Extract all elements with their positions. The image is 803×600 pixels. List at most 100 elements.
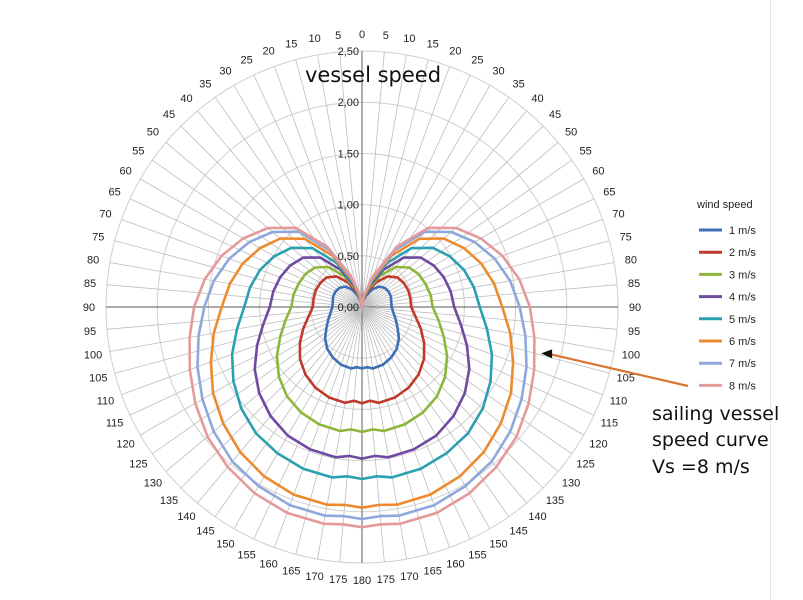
- grid-spoke: [361, 59, 429, 308]
- grid-spoke: [361, 306, 603, 395]
- radial-tick-label: 0,50: [338, 251, 359, 263]
- angle-tick-label: 135: [546, 495, 564, 507]
- grid-spoke: [361, 142, 559, 308]
- grid-spoke: [361, 306, 471, 540]
- angle-tick-label: 75: [92, 231, 104, 243]
- angle-tick-label: 45: [549, 109, 561, 121]
- angle-tick-label: 125: [129, 459, 147, 471]
- angle-tick-label: 60: [592, 166, 604, 178]
- legend: wind speed 1 m/s 2 m/s 3 m/s 4 m/s 5 m/s 6 m/…: [696, 199, 756, 392]
- grid-spoke: [214, 306, 363, 517]
- legend-label-7-m-s: 7 m/s: [729, 358, 756, 370]
- grid-spoke: [165, 306, 363, 472]
- grid-spoke: [361, 306, 429, 555]
- angle-tick-label: 60: [119, 166, 131, 178]
- angle-tick-label: 130: [562, 478, 580, 490]
- angle-tick-label: 55: [579, 145, 591, 157]
- angle-tick-label: 135: [160, 495, 178, 507]
- grid-spoke: [253, 306, 363, 540]
- series-line-2-m-s: [298, 275, 426, 405]
- angle-tick-label: 40: [180, 93, 192, 105]
- grid-spoke: [361, 306, 559, 472]
- angle-tick-label: 140: [528, 511, 546, 523]
- series-line-5-m-s: [230, 246, 494, 481]
- grid-spoke: [361, 284, 618, 308]
- angle-tick-label: 80: [625, 255, 637, 267]
- angle-tick-label: 180: [353, 575, 371, 587]
- grid-spoke: [361, 306, 618, 330]
- angle-tick-label: 65: [108, 187, 120, 199]
- right-frame-line: [770, 0, 771, 600]
- angle-tick-label: 75: [620, 231, 632, 243]
- annotation-arrow-line: [550, 353, 689, 388]
- grid-spoke: [361, 306, 385, 563]
- angle-tick-label: 5: [335, 30, 341, 42]
- angle-tick-label: 160: [446, 559, 464, 571]
- angle-tick-label: 50: [565, 127, 577, 139]
- angle-tick-label: 30: [219, 66, 231, 78]
- grid-spoke: [180, 306, 363, 489]
- grid-spoke: [295, 59, 363, 308]
- angle-tick-label: 105: [89, 373, 107, 385]
- grid-spoke: [361, 178, 584, 308]
- angle-tick-label: 130: [144, 478, 162, 490]
- legend-label-8-m-s: 8 m/s: [729, 380, 756, 392]
- legend-label-3-m-s: 3 m/s: [729, 269, 756, 281]
- angle-tick-label: 155: [237, 549, 255, 561]
- angle-tick-label: 150: [216, 538, 234, 550]
- angle-tick-label: 70: [99, 209, 111, 221]
- grid-spoke: [361, 306, 610, 374]
- series-line-8-m-s: [188, 226, 536, 529]
- angle-tick-label: 165: [282, 566, 300, 578]
- angle-tick-label: 120: [589, 439, 607, 451]
- grid-spoke: [339, 306, 363, 563]
- legend-label-4-m-s: 4 m/s: [729, 292, 756, 304]
- radial-tick-labels: 0,00 0,50 1,00 1,50 2,00 2,50: [338, 46, 359, 314]
- angle-tick-label: 90: [629, 302, 641, 314]
- grid-spoke: [106, 284, 363, 308]
- angle-tick-label: 105: [617, 373, 635, 385]
- legend-label-6-m-s: 6 m/s: [729, 336, 756, 348]
- angle-tick-label: 30: [492, 66, 504, 78]
- grid-spoke: [114, 306, 363, 374]
- grid-spoke: [361, 306, 595, 416]
- angle-tick-label: 55: [132, 145, 144, 157]
- grid-spoke: [165, 142, 363, 308]
- grid-spoke: [361, 306, 491, 529]
- angle-tick-label: 150: [489, 538, 507, 550]
- grid-spoke: [361, 240, 610, 308]
- angle-tick-label: 70: [612, 209, 624, 221]
- angle-tick-label: 175: [329, 574, 347, 586]
- angle-tick-label: 10: [308, 33, 320, 45]
- angle-tick-label: 25: [240, 55, 252, 67]
- angle-tick-label: 25: [471, 55, 483, 67]
- radial-tick-label: 0,00: [338, 302, 359, 314]
- angle-tick-label: 110: [97, 395, 115, 407]
- grid-spoke: [361, 54, 407, 308]
- angle-tick-label: 160: [259, 559, 277, 571]
- angle-tick-label: 120: [116, 439, 134, 451]
- grid-spoke: [361, 306, 527, 504]
- angle-tick-labels: 0 5 10 152025303540455055606570758085909510…: [83, 29, 641, 587]
- angle-tick-label: 15: [285, 38, 297, 50]
- angle-tick-label: 165: [424, 566, 442, 578]
- grid-spoke: [295, 306, 363, 555]
- angle-tick-label: 40: [531, 93, 543, 105]
- grid-spoke: [140, 178, 363, 308]
- annotation-arrow-head: [541, 349, 553, 359]
- grid-spoke: [361, 51, 385, 308]
- grid-spoke: [361, 66, 450, 308]
- angle-tick-label: 35: [512, 78, 524, 90]
- angle-tick-label: 145: [509, 526, 527, 538]
- angle-tick-label: 0: [359, 29, 365, 41]
- legend-title: wind speed: [696, 199, 753, 211]
- angle-tick-label: 100: [622, 349, 640, 361]
- angle-tick-label: 5: [383, 30, 389, 42]
- grid-spoke: [197, 306, 363, 504]
- grid-spoke: [140, 306, 363, 436]
- radial-tick-label: 1,00: [338, 200, 359, 212]
- grid-spoke: [106, 306, 363, 330]
- angle-tick-label: 45: [163, 109, 175, 121]
- legend-label-5-m-s: 5 m/s: [729, 314, 756, 326]
